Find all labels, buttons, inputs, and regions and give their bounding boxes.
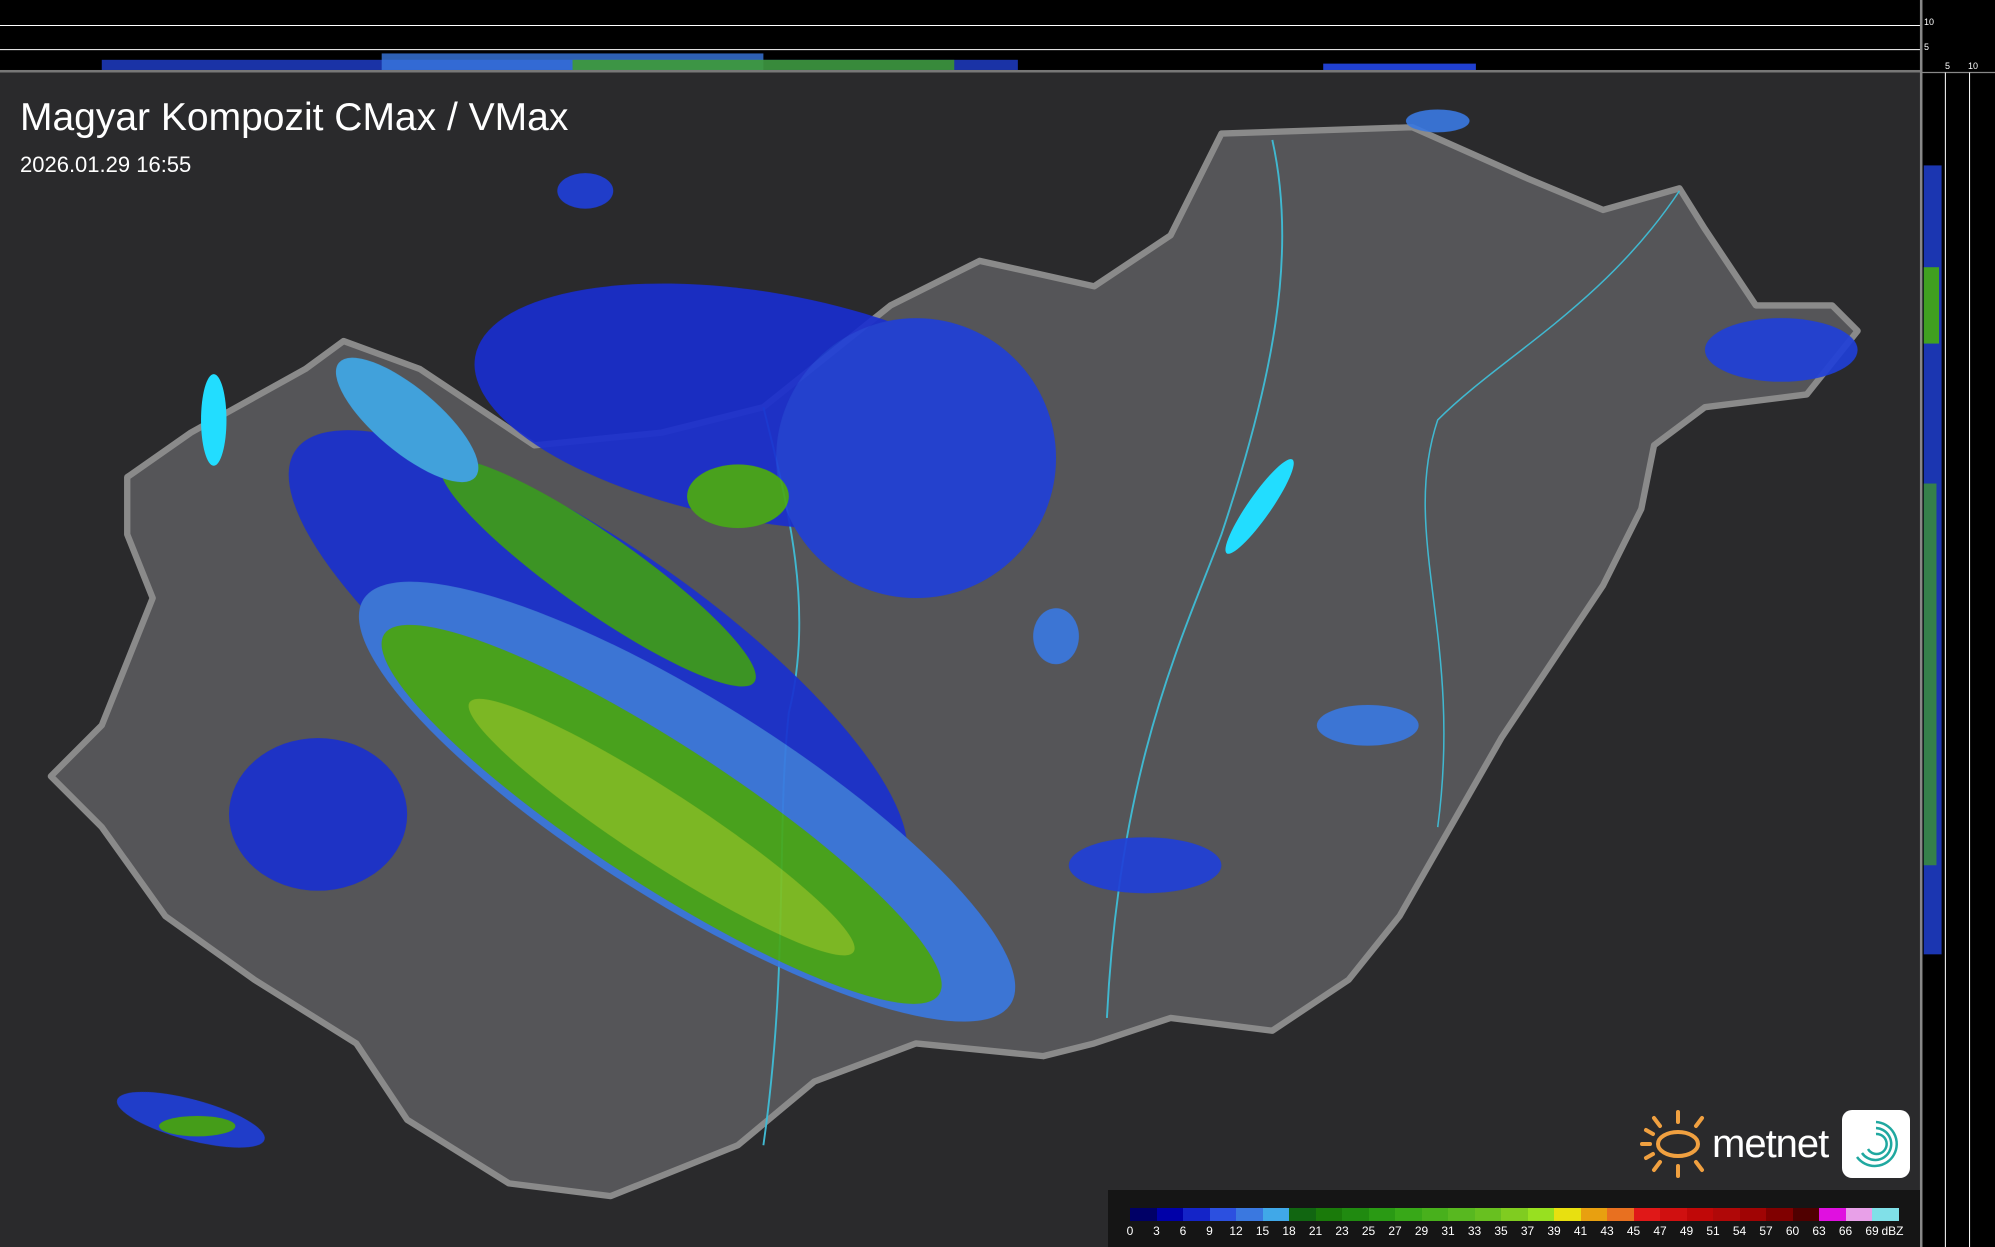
legend-swatch: [1262, 1208, 1289, 1221]
legend-label: 0: [1126, 1224, 1134, 1238]
legend-swatch: [1527, 1208, 1554, 1221]
page-title: Magyar Kompozit CMax / VMax: [20, 96, 569, 139]
legend-label: 66: [1838, 1224, 1853, 1238]
legend-label: 9: [1206, 1224, 1213, 1238]
hungary-outline: [47, 124, 1861, 1200]
legend-swatch: [1845, 1208, 1872, 1221]
axis-tick-v10: 10: [1924, 17, 1935, 27]
legend-swatch: [1421, 1208, 1448, 1221]
legend-label: 49: [1679, 1224, 1694, 1238]
lake-neusiedl: [201, 374, 227, 466]
legend-swatch: [1474, 1208, 1501, 1221]
legend-label: 63: [1812, 1224, 1826, 1238]
legend-swatch: [1395, 1208, 1422, 1221]
legend-swatch: [1209, 1208, 1236, 1221]
legend-label: 51: [1706, 1224, 1720, 1238]
legend-swatch: [1448, 1208, 1475, 1221]
legend-label: 3: [1153, 1224, 1160, 1238]
legend-swatches: [1130, 1208, 1899, 1221]
legend-label: 60: [1785, 1224, 1800, 1238]
legend-swatch: [1713, 1208, 1740, 1221]
legend-swatch: [1607, 1208, 1634, 1221]
legend-swatch: [1633, 1208, 1660, 1221]
axis-tick-h10: 10: [1968, 61, 1979, 71]
legend-swatch: [1315, 1208, 1342, 1221]
legend-swatch: [1872, 1208, 1899, 1221]
legend-label: 27: [1388, 1224, 1402, 1238]
metnet-logo: metnet: [1636, 1104, 1911, 1184]
legend-swatch: [1660, 1208, 1687, 1221]
legend-label: 29: [1414, 1224, 1429, 1238]
legend-swatch: [1236, 1208, 1263, 1221]
legend-swatch: [1368, 1208, 1395, 1221]
legend-label: 33: [1467, 1224, 1482, 1238]
legend-label: 54: [1732, 1224, 1747, 1238]
legend-swatch: [1792, 1208, 1819, 1221]
legend-label: 15: [1255, 1224, 1270, 1238]
legend-labels: 0 3 6 9 12 15 18 21 23 25 27 29 31 33 35 37 39 41 43 45 47 49…: [1126, 1224, 1930, 1240]
logo-text: metnet: [1712, 1121, 1829, 1166]
legend-swatch: [1686, 1208, 1713, 1221]
legend-swatch: [1289, 1208, 1316, 1221]
legend-label: 41: [1573, 1224, 1588, 1238]
legend-swatch: [1580, 1208, 1607, 1221]
legend-label: 18: [1282, 1224, 1296, 1238]
legend-swatch: [1819, 1208, 1846, 1221]
legend-label: 23: [1335, 1224, 1349, 1238]
legend-label: 39: [1547, 1224, 1561, 1238]
legend-swatch: [1130, 1208, 1157, 1221]
legend-swatch: [1766, 1208, 1793, 1221]
legend-label: 31: [1441, 1224, 1455, 1238]
legend-label: 45: [1626, 1224, 1641, 1238]
legend-label: 25: [1361, 1224, 1376, 1238]
legend-swatch: [1183, 1208, 1210, 1221]
legend-swatch: [1554, 1208, 1581, 1221]
legend-swatch: [1501, 1208, 1528, 1221]
legend-label: 57: [1759, 1224, 1773, 1238]
axis-tick-h5: 5: [1945, 61, 1951, 71]
timestamp: 2026.01.29 16:55: [20, 152, 192, 177]
legend-label: 12: [1229, 1224, 1243, 1238]
legend-label: 6: [1179, 1224, 1187, 1238]
sun-icon: [1640, 1110, 1704, 1178]
legend-swatch: [1342, 1208, 1369, 1221]
legend-swatch: [1156, 1208, 1183, 1221]
radar-echoes: [116, 109, 1858, 1148]
spiral-app-icon: [1842, 1110, 1911, 1178]
legend-unit: dBZ: [1881, 1224, 1904, 1238]
legend-label: 47: [1653, 1224, 1667, 1238]
lake-balaton: [1225, 459, 1294, 554]
dbz-legend: 0 3 6 9 12 15 18 21 23 25 27 29 31 33 35 37 39 41 43 45 47 49…: [1108, 1190, 1920, 1247]
legend-label: 43: [1600, 1224, 1614, 1238]
legend-label: 21: [1308, 1224, 1323, 1238]
legend-label: 37: [1520, 1224, 1535, 1238]
legend-label: 69: [1865, 1224, 1879, 1238]
axis-tick-v5: 5: [1924, 42, 1930, 52]
legend-label: 35: [1494, 1224, 1508, 1238]
legend-swatch: [1739, 1208, 1766, 1221]
